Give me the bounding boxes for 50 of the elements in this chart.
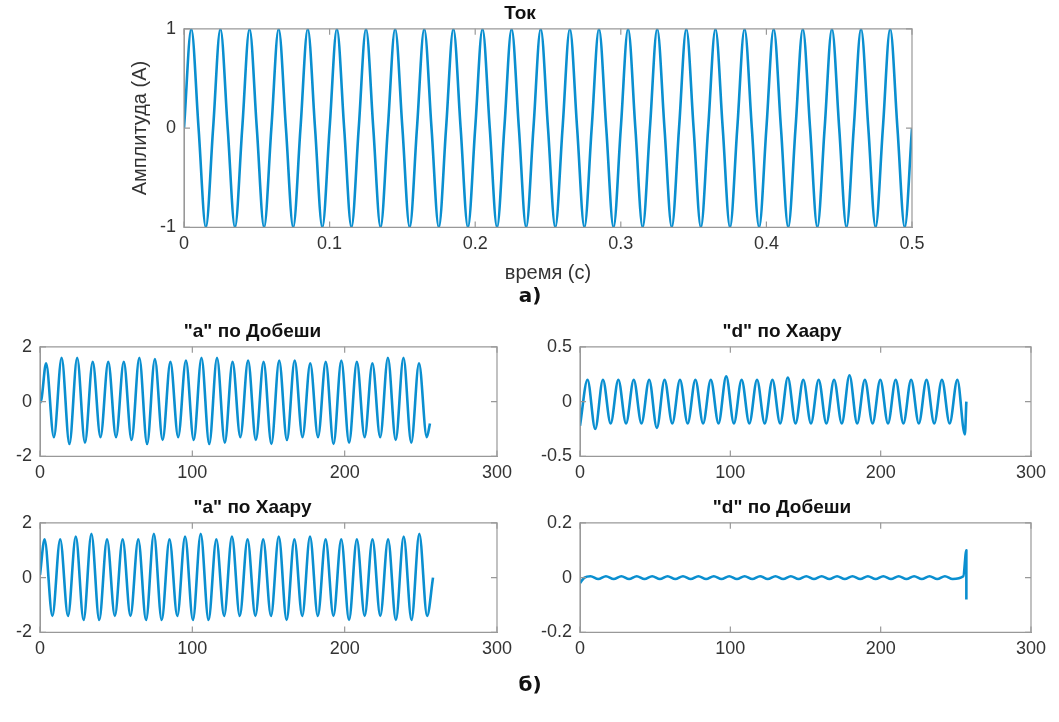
x-tick-label: 0.2 xyxy=(462,233,488,254)
x-tick-label: 300 xyxy=(481,638,513,659)
y-tick-label: -0.5 xyxy=(540,445,573,466)
y-tick-label: 0 xyxy=(562,390,573,411)
x-tick-label: 0.4 xyxy=(753,233,779,254)
x-tick-label: 100 xyxy=(177,462,208,483)
y-tick-label: 0 xyxy=(21,566,32,587)
x-tick-label: 200 xyxy=(329,638,360,659)
x-tick-label: 0 xyxy=(575,462,586,483)
x-tick-label: 100 xyxy=(177,638,208,659)
x-tick-label: 200 xyxy=(865,462,896,483)
y-tick-label: 0 xyxy=(562,566,573,587)
y-tick-label: -2 xyxy=(15,621,32,642)
y-tick-label: -0.2 xyxy=(540,621,573,642)
chart-title: "a" по Добеши xyxy=(183,319,322,341)
x-tick-label: 0.3 xyxy=(608,233,634,254)
y-axis-title: Амплитуда (А) xyxy=(127,60,150,196)
line-series xyxy=(40,356,432,446)
y-tick-label: -1 xyxy=(159,216,176,237)
y-tick-label: 1 xyxy=(165,17,176,38)
y-tick-label: 0.2 xyxy=(546,511,573,532)
chart-title: "d" по Хаару xyxy=(722,319,842,341)
text: б) xyxy=(517,672,543,696)
x-tick-label: 300 xyxy=(1015,638,1047,659)
x-axis-title: время (с) xyxy=(504,260,592,283)
x-tick-label: 200 xyxy=(865,638,896,659)
y-tick-label: 0.5 xyxy=(546,335,573,356)
chart-title: Ток xyxy=(504,1,537,23)
y-tick-label: -2 xyxy=(15,445,32,466)
x-tick-label: 200 xyxy=(329,462,360,483)
line-series xyxy=(40,532,435,622)
line-series xyxy=(580,374,968,436)
chart-title: "d" по Добеши xyxy=(712,495,852,517)
x-tick-label: 0.5 xyxy=(899,233,925,254)
x-tick-label: 0 xyxy=(179,233,190,254)
x-tick-label: 0 xyxy=(35,638,46,659)
line-series xyxy=(580,548,968,601)
x-tick-label: 100 xyxy=(715,638,746,659)
chart-title: "a" по Хаару xyxy=(193,495,312,517)
y-tick-label: 0 xyxy=(21,390,32,411)
x-tick-label: 100 xyxy=(715,462,746,483)
text: а) xyxy=(517,283,543,307)
x-tick-label: 0.1 xyxy=(317,233,343,254)
x-tick-label: 300 xyxy=(481,462,513,483)
y-tick-label: 2 xyxy=(21,335,32,356)
x-tick-label: 300 xyxy=(1015,462,1047,483)
y-tick-label: 2 xyxy=(21,511,32,532)
x-tick-label: 0 xyxy=(35,462,46,483)
x-tick-label: 0 xyxy=(575,638,586,659)
y-tick-label: 0 xyxy=(165,117,176,138)
